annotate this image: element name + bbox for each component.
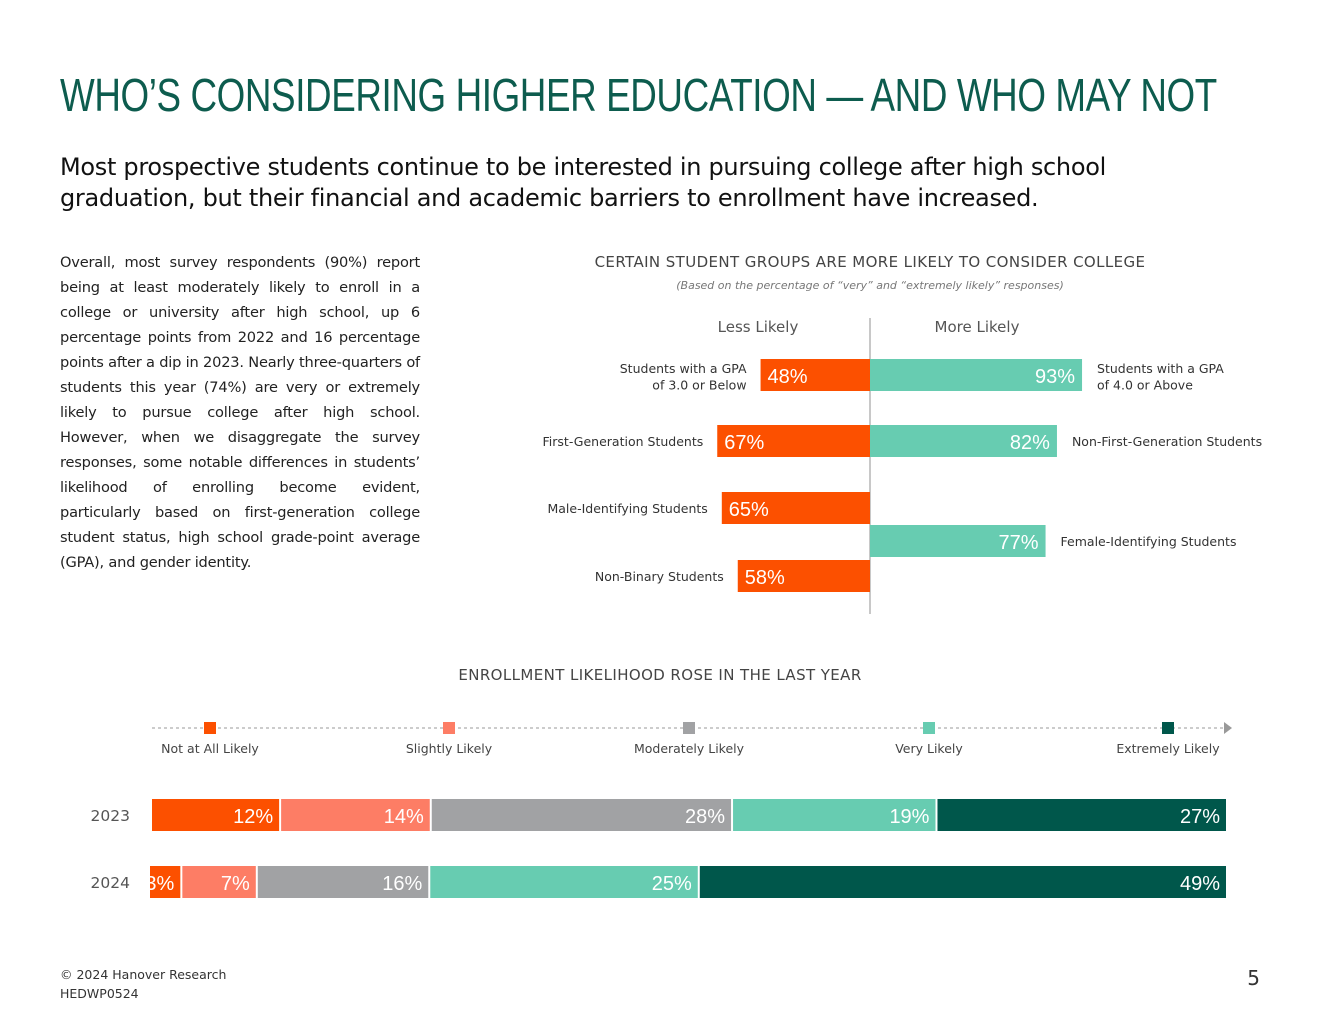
stacked-segment-value: 27% [1180, 806, 1220, 828]
stacked-segment-value: 12% [233, 806, 273, 828]
body-paragraph: Overall, most survey respondents (90%) r… [60, 254, 420, 571]
group-bar-label: of 4.0 or Above [1097, 378, 1193, 393]
scale-marker [923, 722, 935, 734]
group-bar [870, 359, 1083, 391]
enrollment-chart-bars: 2023 12% 14% 28% 19% 27% 2024 3% 7% 16% 25% 49% [91, 799, 1226, 898]
scale-arrow-icon [1224, 722, 1232, 734]
stacked-segment-value: 49% [1180, 873, 1220, 895]
group-chart-title: CERTAIN STUDENT GROUPS ARE MORE LIKELY T… [595, 253, 1146, 271]
group-bar-label: Non-Binary Students [595, 569, 724, 584]
stacked-segment [430, 866, 698, 898]
group-bar-label: of 3.0 or Below [652, 378, 746, 393]
scale-marker [204, 722, 216, 734]
group-bar [717, 425, 870, 457]
group-bar-value: 67% [724, 432, 764, 454]
stacked-segment-value: 16% [382, 873, 422, 895]
scale-category-label: Very Likely [895, 741, 963, 756]
page-subtitle: Most prospective students continue to be… [60, 153, 1106, 212]
stacked-segment-value: 7% [221, 873, 250, 895]
group-bar-label: Students with a GPA [1097, 361, 1224, 376]
scale-marker [1162, 722, 1174, 734]
group-bar-label: Non-First-Generation Students [1072, 434, 1262, 449]
group-bar-label: First-Generation Students [543, 434, 704, 449]
group-bar-value: 77% [999, 532, 1039, 554]
page-number: 5 [1247, 966, 1260, 990]
page-title: WHO’S CONSIDERING HIGHER EDUCATION — AND… [60, 69, 1217, 121]
group-bar-value: 93% [1035, 366, 1075, 388]
enrollment-chart-title: ENROLLMENT LIKELIHOOD ROSE IN THE LAST Y… [458, 666, 861, 684]
year-label: 2024 [91, 874, 130, 892]
scale-marker [443, 722, 455, 734]
scale-category-label: Moderately Likely [634, 741, 745, 756]
group-chart-bars: 48% Students with a GPA of 3.0 or Below 93%… [543, 359, 1262, 592]
group-bar-value: 58% [745, 567, 785, 589]
stacked-segment [182, 866, 256, 898]
stacked-segment-value: 19% [889, 806, 929, 828]
stacked-segment [431, 799, 732, 831]
group-bar-value: 65% [729, 499, 769, 521]
stacked-segment [152, 799, 280, 831]
group-bar-value: 82% [1010, 432, 1050, 454]
group-bar-label: Male-Identifying Students [547, 501, 707, 516]
group-bar-label: Students with a GPA [620, 361, 747, 376]
stacked-segment-value: 25% [652, 873, 692, 895]
group-bar [737, 560, 870, 592]
stacked-segment-value: 14% [384, 806, 424, 828]
more-likely-label: More Likely [935, 318, 1020, 336]
stacked-segment [733, 799, 936, 831]
group-bar [760, 359, 870, 391]
scale-category-label: Extremely Likely [1116, 741, 1220, 756]
likelihood-scale: Not at All Likely Slightly Likely Moderate… [161, 722, 1220, 756]
stacked-segment-value: 28% [685, 806, 725, 828]
footer-code: HEDWP0524 [60, 986, 139, 1001]
stacked-segment [699, 866, 1226, 898]
group-bar [870, 425, 1057, 457]
less-likely-label: Less Likely [718, 318, 799, 336]
scale-marker [683, 722, 695, 734]
group-chart-note: (Based on the percentage of “very” and “… [676, 279, 1064, 292]
stacked-segment [150, 866, 181, 898]
year-label: 2023 [91, 807, 130, 825]
stacked-segment [937, 799, 1226, 831]
group-bar [870, 525, 1046, 557]
scale-category-label: Not at All Likely [161, 741, 259, 756]
group-bar [721, 492, 870, 524]
stacked-segment [257, 866, 429, 898]
stacked-segment-value: 3% [145, 873, 174, 895]
stacked-segment [281, 799, 430, 831]
group-bar-label: Female-Identifying Students [1061, 534, 1237, 549]
group-bar-value: 48% [768, 366, 808, 388]
footer-copyright: © 2024 Hanover Research [60, 967, 227, 982]
scale-category-label: Slightly Likely [406, 741, 493, 756]
